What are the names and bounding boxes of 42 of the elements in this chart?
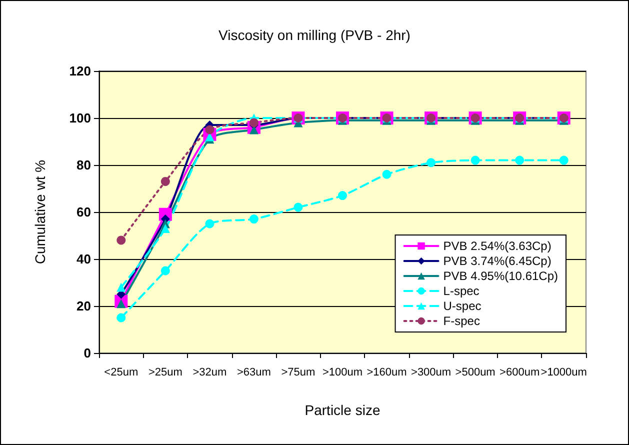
legend-label: U-spec xyxy=(443,299,482,313)
point xyxy=(338,191,347,200)
point xyxy=(294,202,303,212)
legend-label: L-spec xyxy=(443,284,480,298)
point xyxy=(205,219,214,228)
x-tick-label: >300um xyxy=(411,366,452,378)
y-tick-label: 0 xyxy=(84,346,91,360)
point xyxy=(116,236,126,245)
chart-title: Viscosity on milling (PVB - 2hr) xyxy=(218,27,410,43)
x-tick-label: >75um xyxy=(281,366,316,378)
point xyxy=(160,224,170,233)
y-tick-label: 80 xyxy=(76,158,91,172)
x-tick-label: >160um xyxy=(366,366,407,378)
point xyxy=(160,176,170,186)
point xyxy=(116,313,126,322)
legend-label: PVB 4.95%(10.61Cp) xyxy=(443,269,558,283)
x-tick-label: >63um xyxy=(236,366,271,378)
y-tick-label: 100 xyxy=(69,110,91,126)
x-tick-label: <25um xyxy=(104,366,138,378)
point xyxy=(515,156,524,165)
point xyxy=(116,282,126,292)
y-tick-label: 40 xyxy=(76,252,91,266)
x-tick-label: >600um xyxy=(500,366,540,378)
point xyxy=(382,170,392,179)
y-axis-title: Cumulative wt % xyxy=(32,160,48,264)
point xyxy=(426,158,436,168)
point xyxy=(249,214,258,224)
x-axis-title: Particle size xyxy=(304,402,380,418)
point xyxy=(160,266,170,276)
y-tick-label: 60 xyxy=(76,204,91,220)
x-tick-label: >25um xyxy=(148,366,182,378)
point xyxy=(470,156,480,165)
legend-label: PVB 2.54%(3.63Cp) xyxy=(443,239,552,253)
x-tick-label: >32um xyxy=(192,366,227,378)
x-tick-label: >100um xyxy=(322,366,363,378)
y-tick-label: 120 xyxy=(69,64,91,78)
x-tick-label: >500um xyxy=(455,366,496,378)
point xyxy=(559,156,568,165)
legend-label: F-spec xyxy=(443,314,480,328)
x-tick-label: >1000um xyxy=(540,366,587,378)
legend-label: PVB 3.74%(6.45Cp) xyxy=(443,254,552,268)
y-tick-label: 20 xyxy=(76,298,91,314)
